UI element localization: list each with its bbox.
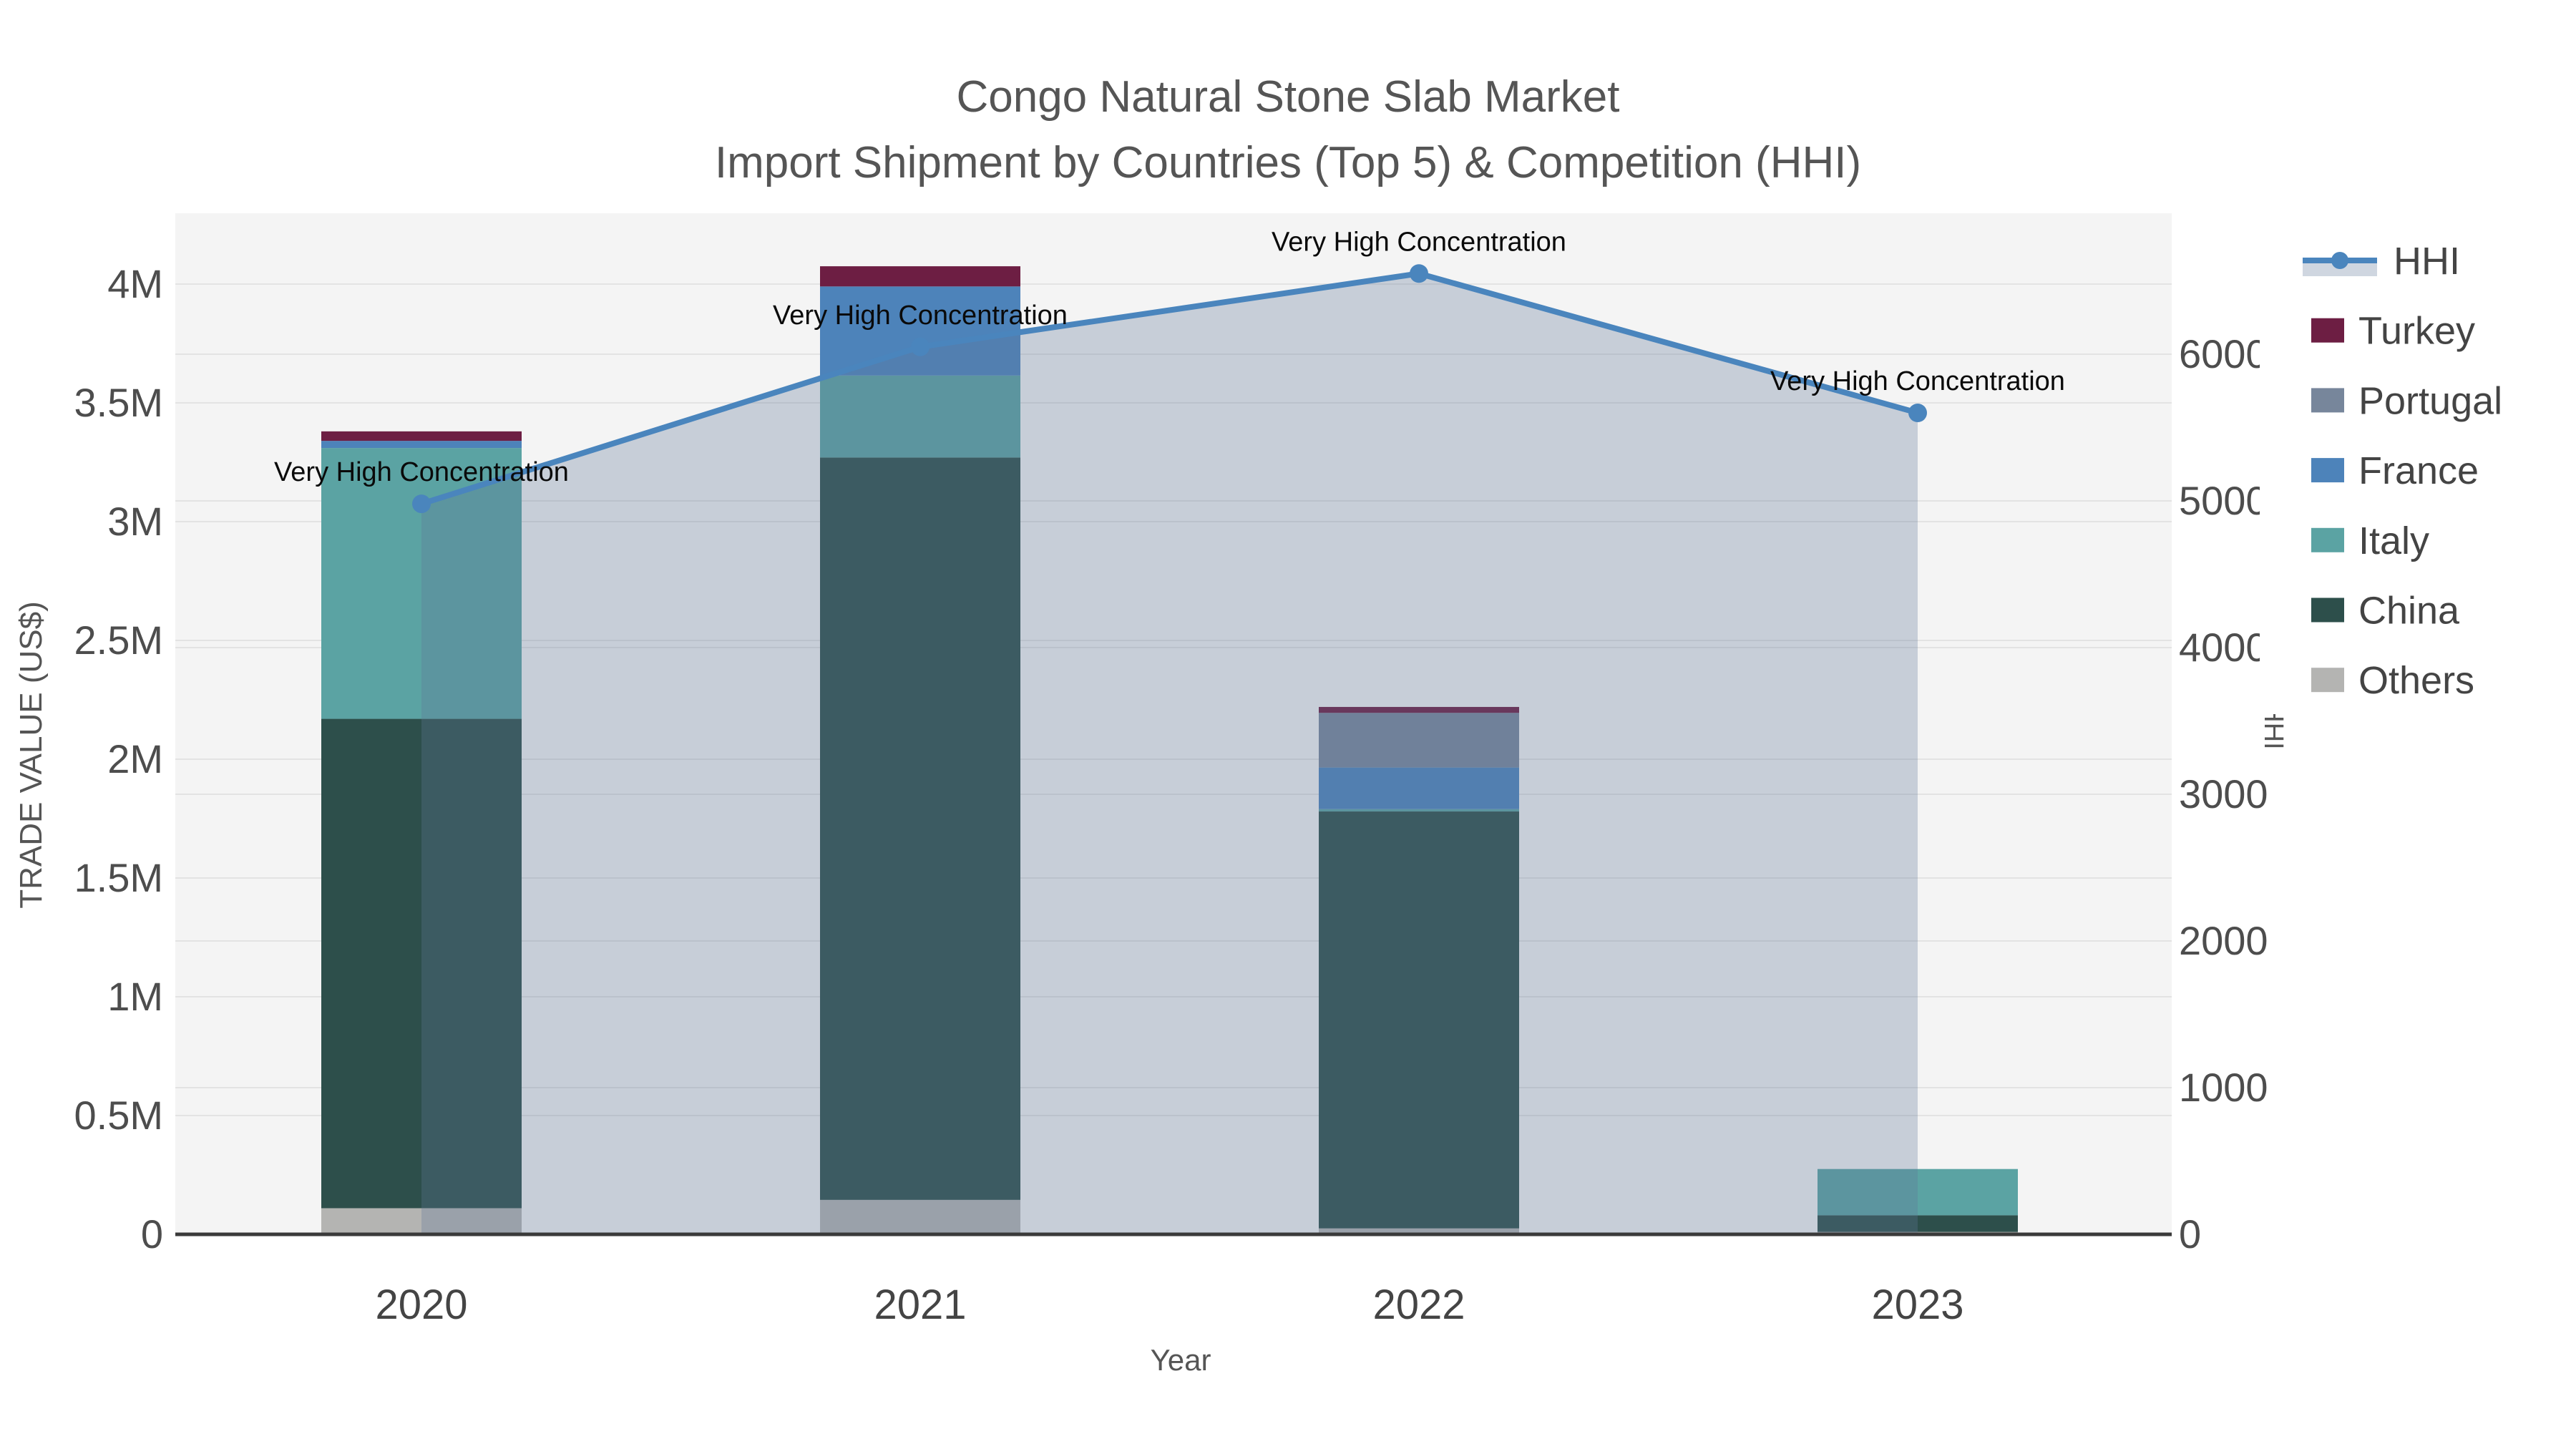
- y-right-tick-label: 5000: [2179, 478, 2268, 523]
- hhi-marker-2023[interactable]: [1908, 404, 1927, 422]
- x-tick-label: 2023: [1871, 1282, 1963, 1328]
- bar-segment-france-2022[interactable]: [1319, 767, 1519, 809]
- title-line-2: Import Shipment by Countries (Top 5) & C…: [714, 138, 1862, 187]
- annotation-2021: Very High Concentration: [773, 301, 1068, 331]
- bar-segment-turkey-2022[interactable]: [1319, 706, 1519, 713]
- x-tick-label: 2020: [375, 1282, 467, 1328]
- hhi-marker-2021[interactable]: [911, 337, 930, 356]
- y-left-tick-label: 1M: [107, 974, 163, 1019]
- legend-item-turkey[interactable]: Turkey: [2311, 310, 2475, 353]
- legend-label: HHI: [2394, 240, 2460, 283]
- legend-item-china[interactable]: China: [2311, 590, 2460, 633]
- hhi-area-fill: [421, 273, 1918, 1234]
- legend-label: Others: [2358, 659, 2474, 702]
- y-left-tick-label: 3M: [107, 499, 163, 544]
- chart-title: Congo Natural Stone Slab Market Import S…: [0, 64, 2576, 196]
- legend-label: China: [2358, 590, 2460, 633]
- bar-segment-others-2022[interactable]: [1319, 1228, 1519, 1234]
- legend-swatch-china: [2311, 597, 2344, 623]
- y-left-tick-label: 2.5M: [74, 618, 164, 663]
- y-right-tick-label: 4000: [2179, 625, 2268, 670]
- legend-label: Italy: [2358, 519, 2429, 562]
- bar-segment-france-2020[interactable]: [321, 441, 522, 449]
- annotation-2022: Very High Concentration: [1272, 227, 1566, 257]
- legend-label: France: [2358, 449, 2479, 492]
- legend-swatch-portugal: [2311, 388, 2344, 413]
- bar-segment-china-2023[interactable]: [1818, 1215, 2018, 1232]
- legend-label: Turkey: [2358, 310, 2475, 353]
- annotation-2020: Very High Concentration: [274, 457, 569, 487]
- y-right-tick-label: 2000: [2179, 918, 2268, 963]
- legend-swatch-france: [2311, 458, 2344, 483]
- y-left-tick-label: 2M: [107, 736, 163, 781]
- bar-segment-italy-2020[interactable]: [321, 448, 522, 719]
- legend-swatch-italy: [2311, 527, 2344, 552]
- hhi-marker-2020[interactable]: [412, 494, 431, 514]
- legend-item-italy[interactable]: Italy: [2311, 519, 2429, 562]
- hhi-line[interactable]: [420, 270, 1919, 507]
- legend-item-portugal[interactable]: Portugal: [2311, 379, 2502, 422]
- y-left-axis-title: TRADE VALUE (US$): [14, 601, 49, 909]
- x-axis-title: Year: [1151, 1343, 1211, 1377]
- bar-segment-portugal-2022[interactable]: [1319, 713, 1519, 768]
- title-line-1: Congo Natural Stone Slab Market: [956, 72, 1620, 122]
- bar-segment-others-2020[interactable]: [321, 1208, 522, 1234]
- y-left-tick-label: 4M: [107, 261, 163, 306]
- legend-label: Portugal: [2358, 379, 2502, 422]
- bar-segment-turkey-2021[interactable]: [820, 266, 1020, 287]
- y-right-tick-label: 6000: [2179, 331, 2268, 376]
- bar-segment-others-2021[interactable]: [820, 1199, 1020, 1234]
- hhi-marker-2022[interactable]: [1410, 264, 1428, 283]
- legend-swatch-turkey: [2311, 318, 2344, 343]
- y-left-tick-label: 0: [141, 1211, 163, 1257]
- y-right-tick-label: 0: [2179, 1211, 2201, 1257]
- bar-segment-italy-2022[interactable]: [1319, 809, 1519, 812]
- legend-item-hhi[interactable]: HHI: [2303, 240, 2460, 283]
- annotation-2023: Very High Concentration: [1770, 366, 2065, 396]
- x-tick-label: 2022: [1372, 1282, 1465, 1328]
- y-left-tick-label: 1.5M: [74, 855, 164, 900]
- legend-hhi-marker-sample: [2331, 252, 2348, 269]
- bar-segment-china-2021[interactable]: [820, 457, 1020, 1200]
- legend-item-others[interactable]: Others: [2311, 659, 2474, 702]
- bar-segment-china-2022[interactable]: [1319, 811, 1519, 1229]
- y-left-tick-label: 3.5M: [74, 380, 164, 425]
- y-right-tick-label: 1000: [2179, 1065, 2268, 1110]
- y-right-tick-label: 3000: [2179, 771, 2268, 816]
- bar-segment-italy-2023[interactable]: [1818, 1169, 2018, 1216]
- bar-segment-turkey-2020[interactable]: [321, 431, 522, 441]
- legend-swatch-others: [2311, 668, 2344, 693]
- bar-segment-italy-2021[interactable]: [820, 375, 1020, 458]
- legend-item-france[interactable]: France: [2311, 449, 2479, 492]
- bar-segment-china-2020[interactable]: [321, 718, 522, 1209]
- x-tick-label: 2021: [874, 1282, 966, 1328]
- bar-segment-france-2021[interactable]: [820, 286, 1020, 376]
- y-left-tick-label: 0.5M: [74, 1093, 164, 1138]
